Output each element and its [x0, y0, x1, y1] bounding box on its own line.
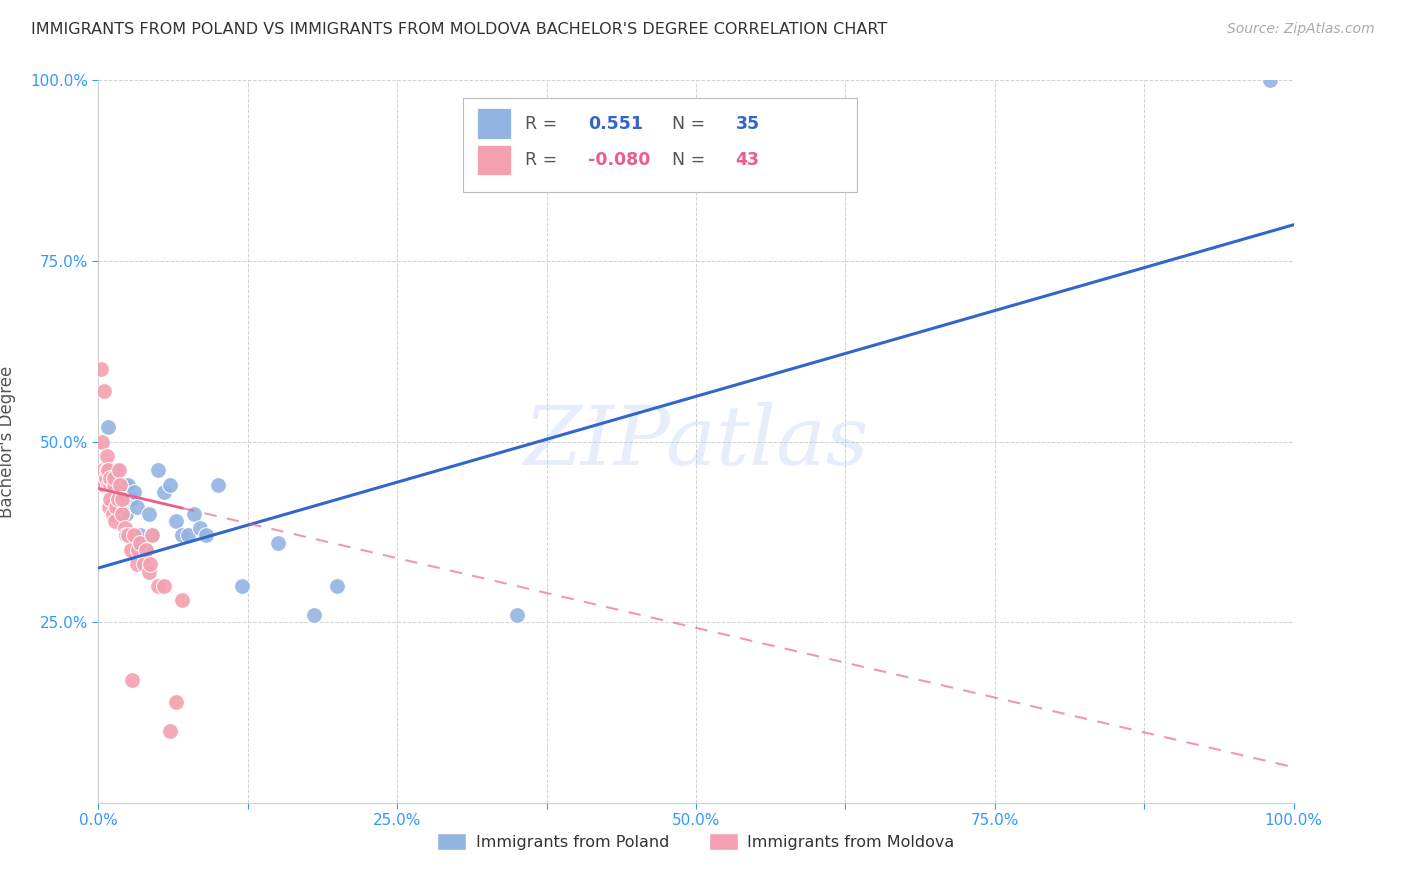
- Point: [1258, 73, 1281, 87]
- Point: [129, 535, 152, 549]
- Point: [165, 695, 187, 709]
- Point: [90, 362, 112, 376]
- Point: [98, 470, 122, 484]
- Point: [148, 463, 170, 477]
- Text: 35: 35: [735, 115, 759, 133]
- Point: [98, 500, 121, 514]
- Point: [105, 463, 128, 477]
- Text: -0.080: -0.080: [589, 151, 651, 169]
- Point: [127, 542, 149, 557]
- Point: [93, 384, 115, 398]
- Point: [302, 607, 325, 622]
- Point: [183, 507, 205, 521]
- Point: [159, 723, 181, 738]
- Point: [120, 542, 142, 557]
- Point: [129, 528, 152, 542]
- Point: [267, 535, 290, 549]
- Point: [132, 558, 155, 572]
- Point: [103, 478, 125, 492]
- FancyBboxPatch shape: [477, 109, 510, 139]
- Point: [94, 470, 117, 484]
- Text: IMMIGRANTS FROM POLAND VS IMMIGRANTS FROM MOLDOVA BACHELOR'S DEGREE CORRELATION : IMMIGRANTS FROM POLAND VS IMMIGRANTS FRO…: [31, 22, 887, 37]
- Point: [107, 478, 129, 492]
- Point: [101, 463, 124, 477]
- Point: [101, 507, 124, 521]
- Point: [177, 528, 200, 542]
- Point: [103, 478, 125, 492]
- Point: [98, 492, 122, 507]
- Point: [120, 492, 142, 507]
- Point: [188, 521, 211, 535]
- Point: [103, 470, 125, 484]
- Text: Source: ZipAtlas.com: Source: ZipAtlas.com: [1227, 22, 1375, 37]
- Point: [93, 478, 115, 492]
- Point: [141, 528, 163, 542]
- Text: 43: 43: [735, 151, 759, 169]
- Point: [138, 507, 160, 521]
- Point: [111, 492, 134, 507]
- Point: [207, 478, 229, 492]
- Point: [111, 492, 134, 507]
- Point: [135, 542, 157, 557]
- Point: [115, 507, 138, 521]
- Point: [105, 500, 128, 514]
- Text: R =: R =: [524, 151, 562, 169]
- Text: 0.551: 0.551: [589, 115, 644, 133]
- Point: [195, 528, 218, 542]
- Point: [148, 579, 170, 593]
- Point: [117, 528, 139, 542]
- Point: [108, 478, 131, 492]
- Point: [98, 478, 122, 492]
- Text: ZIPatlas: ZIPatlas: [523, 401, 869, 482]
- Point: [138, 565, 160, 579]
- Point: [172, 593, 194, 607]
- Point: [96, 449, 118, 463]
- Point: [114, 521, 136, 535]
- Point: [231, 579, 253, 593]
- FancyBboxPatch shape: [477, 145, 510, 175]
- Point: [135, 542, 157, 557]
- Point: [165, 514, 187, 528]
- Point: [117, 478, 139, 492]
- Point: [506, 607, 529, 622]
- Point: [97, 463, 120, 477]
- Point: [124, 485, 146, 500]
- Point: [97, 420, 120, 434]
- FancyBboxPatch shape: [463, 98, 858, 193]
- Point: [93, 478, 115, 492]
- Point: [91, 463, 114, 477]
- Point: [159, 478, 181, 492]
- Point: [326, 579, 349, 593]
- Point: [107, 492, 129, 507]
- Point: [139, 558, 162, 572]
- Point: [125, 558, 148, 572]
- Point: [153, 579, 176, 593]
- Text: R =: R =: [524, 115, 562, 133]
- Text: N =: N =: [672, 151, 711, 169]
- Point: [96, 463, 118, 477]
- Point: [108, 492, 131, 507]
- Point: [104, 514, 127, 528]
- Point: [111, 507, 134, 521]
- Point: [124, 528, 146, 542]
- Point: [91, 434, 114, 449]
- Point: [98, 478, 122, 492]
- Point: [114, 478, 136, 492]
- Point: [97, 478, 120, 492]
- Point: [125, 500, 148, 514]
- Point: [153, 485, 176, 500]
- Point: [121, 673, 143, 687]
- Point: [172, 528, 194, 542]
- Point: [141, 528, 163, 542]
- Legend: Immigrants from Poland, Immigrants from Moldova: Immigrants from Poland, Immigrants from …: [432, 827, 960, 856]
- Text: N =: N =: [672, 115, 711, 133]
- Point: [107, 463, 129, 477]
- Point: [115, 528, 138, 542]
- Y-axis label: Bachelor's Degree: Bachelor's Degree: [0, 366, 15, 517]
